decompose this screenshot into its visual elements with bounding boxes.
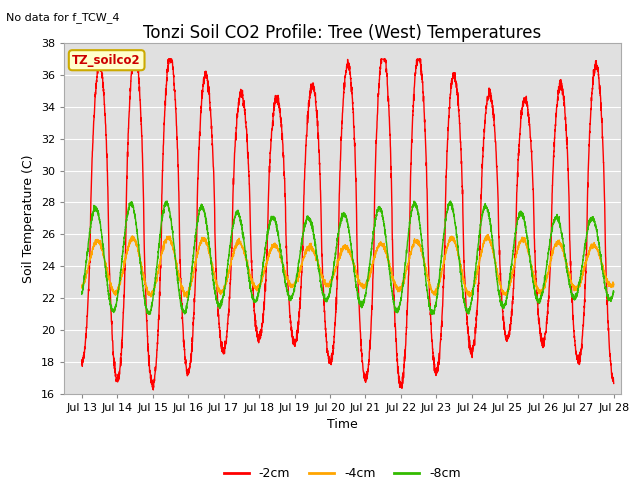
Y-axis label: Soil Temperature (C): Soil Temperature (C) — [22, 154, 35, 283]
Legend: -2cm, -4cm, -8cm: -2cm, -4cm, -8cm — [219, 462, 466, 480]
Title: Tonzi Soil CO2 Profile: Tree (West) Temperatures: Tonzi Soil CO2 Profile: Tree (West) Temp… — [143, 24, 541, 42]
Text: TZ_soilco2: TZ_soilco2 — [72, 54, 141, 67]
Text: No data for f_TCW_4: No data for f_TCW_4 — [6, 12, 120, 23]
X-axis label: Time: Time — [327, 418, 358, 431]
